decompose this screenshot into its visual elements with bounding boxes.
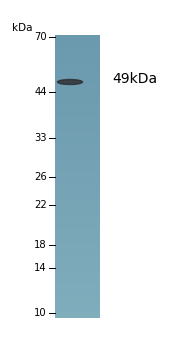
Text: 18: 18 [34,240,47,250]
Text: 70: 70 [34,32,47,42]
Text: 44: 44 [34,87,47,97]
Text: 49kDa: 49kDa [112,72,157,86]
Ellipse shape [57,80,83,85]
Text: 26: 26 [34,172,47,182]
Text: 33: 33 [34,133,47,143]
Text: kDa: kDa [12,23,33,33]
Text: 14: 14 [34,263,47,273]
Text: 22: 22 [34,200,47,210]
Text: 10: 10 [34,308,47,318]
